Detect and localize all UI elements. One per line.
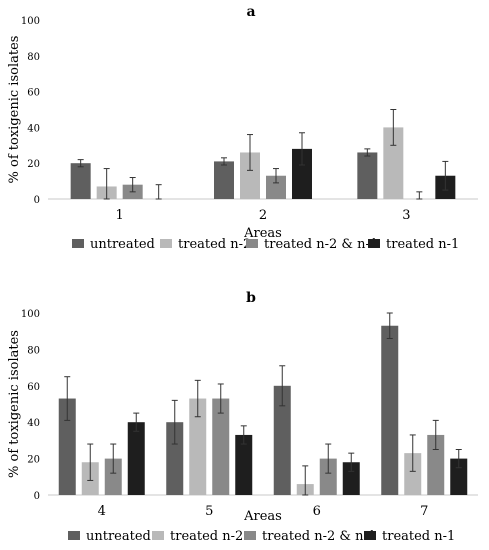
error-bar — [171, 399, 178, 445]
error-bar — [133, 412, 140, 432]
legend-label: untreated — [86, 529, 151, 544]
error-bar — [240, 425, 247, 445]
x-category-label: 1 — [116, 208, 124, 223]
bar — [127, 422, 145, 495]
bar — [319, 458, 337, 495]
error-bar — [325, 443, 332, 474]
panel-letter: a — [246, 4, 255, 20]
legend-label: treated n-2 — [170, 529, 243, 544]
y-tick-label: 80 — [27, 52, 40, 63]
error-bar — [64, 376, 71, 421]
bar — [214, 161, 234, 199]
bar — [70, 163, 91, 199]
x-category-label: 3 — [402, 208, 410, 223]
y-tick-label: 0 — [34, 195, 40, 206]
error-bar — [221, 157, 227, 166]
bar — [235, 434, 253, 495]
legend: untreated treated n-2 treated n-2 & n-1 tre… — [68, 529, 455, 544]
error-bar — [455, 449, 462, 469]
x-category-label: 6 — [313, 504, 321, 519]
x-axis-title: Areas — [243, 226, 282, 241]
legend-label: treated n-1 — [386, 237, 459, 252]
legend-swatch — [368, 239, 380, 248]
bar — [240, 152, 260, 199]
error-bar — [87, 443, 94, 481]
bar — [273, 385, 291, 495]
y-tick-label: 40 — [27, 418, 40, 429]
error-bar — [299, 132, 305, 166]
bar — [383, 127, 404, 199]
error-bar — [442, 160, 449, 191]
error-bar — [409, 434, 416, 472]
y-tick-label: 60 — [27, 88, 40, 99]
x-category-label: 2 — [259, 208, 267, 223]
bar — [381, 325, 399, 495]
bar — [104, 458, 122, 495]
legend-swatch — [152, 531, 164, 540]
y-tick-label: 80 — [27, 345, 40, 356]
y-tick-label: 100 — [21, 309, 40, 320]
error-bar — [302, 465, 309, 496]
y-tick-label: 20 — [27, 455, 40, 466]
error-bar — [194, 379, 201, 418]
bar — [342, 462, 360, 495]
error-bar — [386, 312, 393, 339]
y-tick-label: 40 — [27, 123, 40, 134]
panel-a: a 0 20 40 60 80 100 % of toxigenic isolates 1 2 3 A… — [7, 4, 478, 252]
legend-label: treated n-1 — [382, 529, 455, 544]
bar — [427, 434, 445, 495]
error-bar — [77, 159, 84, 168]
y-tick-label: 100 — [21, 16, 40, 27]
y-tick-label: 20 — [27, 159, 40, 170]
legend: untreated treated n-2 treated n-2 & n-1 tre… — [72, 237, 459, 252]
legend-swatch — [364, 531, 376, 540]
bar — [450, 458, 468, 495]
error-bar — [364, 148, 371, 157]
error-bar — [110, 443, 117, 474]
bar — [166, 422, 184, 495]
legend-label: treated n-2 — [178, 237, 251, 252]
error-bar — [103, 168, 110, 200]
bar — [292, 148, 312, 199]
panel-letter: b — [246, 290, 256, 306]
error-bar — [155, 184, 162, 200]
error-bar — [416, 191, 423, 200]
bar — [212, 398, 230, 495]
y-axis-title: % of toxigenic isolates — [7, 330, 22, 478]
bar — [404, 453, 422, 495]
panel-b: b 0 20 40 60 80 100 % of toxigenic isolates 4 5 6 7… — [7, 290, 478, 544]
x-category-label: 4 — [98, 504, 106, 519]
y-tick-label: 60 — [27, 382, 40, 393]
error-bar — [279, 365, 286, 407]
y-tick-label: 0 — [34, 491, 40, 502]
error-bar — [217, 383, 224, 414]
error-bar — [247, 134, 253, 171]
legend-label: treated n-2 & n-1 — [262, 529, 376, 544]
error-bar — [129, 177, 136, 193]
error-bar — [273, 168, 279, 184]
bar — [357, 152, 378, 199]
x-category-label: 7 — [420, 504, 428, 519]
bar — [58, 398, 76, 495]
bar — [266, 175, 286, 199]
legend-swatch — [68, 531, 80, 540]
bar — [189, 398, 207, 495]
legend-label: treated n-2 & n-1 — [264, 237, 378, 252]
y-axis-title: % of toxigenic isolates — [7, 36, 22, 184]
x-category-label: 5 — [205, 504, 213, 519]
error-bar — [390, 109, 397, 146]
error-bar — [432, 419, 439, 450]
legend-label: untreated — [90, 237, 155, 252]
x-axis-title: Areas — [243, 509, 282, 524]
legend-swatch — [244, 531, 256, 540]
legend-swatch — [72, 239, 84, 248]
legend-swatch — [246, 239, 258, 248]
legend-swatch — [160, 239, 172, 248]
error-bar — [348, 452, 355, 472]
